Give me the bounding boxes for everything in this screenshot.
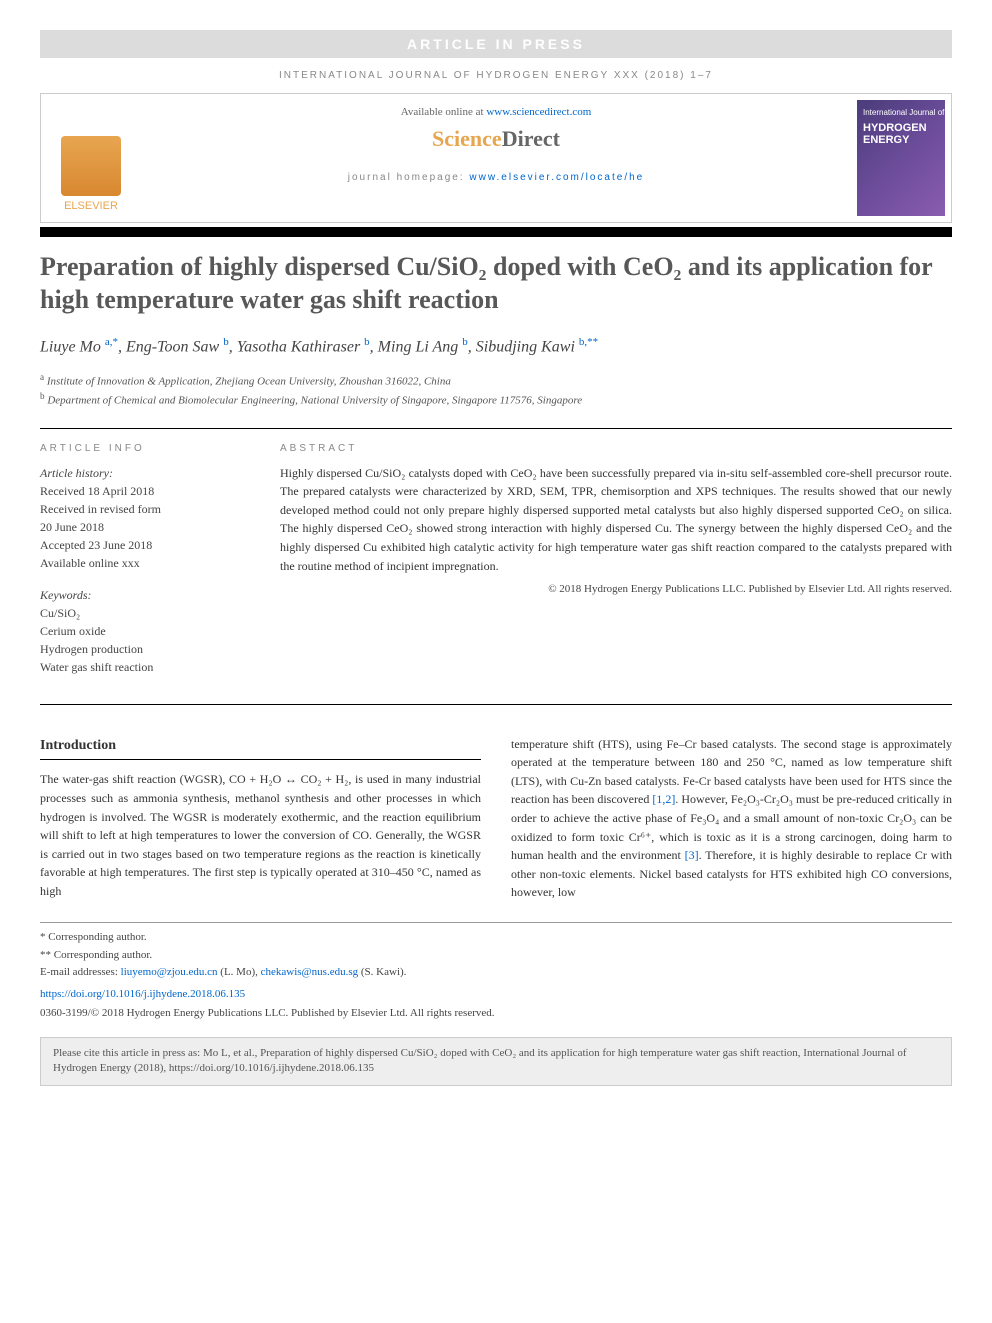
homepage-line: journal homepage: www.elsevier.com/locat…: [153, 172, 839, 183]
intro-paragraph-2: temperature shift (HTS), using Fe–Cr bas…: [511, 735, 952, 902]
black-divider: [40, 227, 952, 237]
available-text: Available online at: [401, 106, 487, 118]
body-columns: Introduction The water-gas shift reactio…: [40, 735, 952, 902]
journal-cover-image: International Journal of HYDROGEN ENERGY: [857, 100, 945, 216]
email-line: E-mail addresses: liuyemo@zjou.edu.cn (L…: [40, 964, 952, 982]
press-banner: ARTICLE IN PRESS: [40, 30, 952, 58]
ref-link[interactable]: [3]: [685, 848, 699, 862]
affiliation-b: Department of Chemical and Biomolecular …: [47, 395, 582, 407]
history-line: 20 June 2018: [40, 518, 240, 536]
intro-paragraph-1: The water-gas shift reaction (WGSR), CO …: [40, 770, 481, 900]
header-center: Available online at www.sciencedirect.co…: [141, 94, 851, 222]
abstract-column: ABSTRACT Highly dispersed Cu/SiO₂ cataly…: [280, 443, 952, 690]
keyword: Water gas shift reaction: [40, 658, 240, 676]
abstract-text: Highly dispersed Cu/SiO₂ catalysts doped…: [280, 464, 952, 576]
keyword: Cerium oxide: [40, 622, 240, 640]
history-label: Article history:: [40, 464, 240, 482]
abstract-heading: ABSTRACT: [280, 443, 952, 454]
info-abstract-row: ARTICLE INFO Article history: Received 1…: [40, 428, 952, 705]
journal-reference: INTERNATIONAL JOURNAL OF HYDROGEN ENERGY…: [40, 70, 952, 81]
keywords-label: Keywords:: [40, 586, 240, 604]
keyword: Cu/SiO₂: [40, 604, 240, 622]
authors-list: Liuye Mo a,*, Eng-Toon Saw b, Yasotha Ka…: [40, 334, 952, 359]
header-box: ELSEVIER Available online at www.science…: [40, 93, 952, 223]
sciencedirect-url[interactable]: www.sciencedirect.com: [486, 106, 591, 118]
email-2[interactable]: chekawis@nus.edu.sg: [261, 966, 359, 978]
body-right-column: temperature shift (HTS), using Fe–Cr bas…: [511, 735, 952, 902]
corresponding-2: ** Corresponding author.: [40, 947, 952, 965]
journal-cover-cell: International Journal of HYDROGEN ENERGY: [851, 94, 951, 222]
elsevier-logo-cell: ELSEVIER: [41, 94, 141, 222]
history-line: Received 18 April 2018: [40, 482, 240, 500]
history-line: Available online xxx: [40, 554, 240, 572]
article-info-column: ARTICLE INFO Article history: Received 1…: [40, 443, 240, 690]
email-1[interactable]: liuyemo@zjou.edu.cn: [121, 966, 218, 978]
doi-link[interactable]: https://doi.org/10.1016/j.ijhydene.2018.…: [40, 988, 245, 1000]
abstract-copyright: © 2018 Hydrogen Energy Publications LLC.…: [280, 583, 952, 595]
available-online: Available online at www.sciencedirect.co…: [153, 106, 839, 118]
article-title: Preparation of highly dispersed Cu/SiO₂ …: [40, 251, 952, 316]
homepage-label: journal homepage:: [348, 172, 470, 183]
cover-small-title: International Journal of: [863, 108, 944, 117]
history-line: Accepted 23 June 2018: [40, 536, 240, 554]
ref-link[interactable]: [1,2]: [652, 792, 675, 806]
elsevier-tree-icon: [61, 136, 121, 196]
citation-box: Please cite this article in press as: Mo…: [40, 1037, 952, 1086]
email-label: E-mail addresses:: [40, 966, 121, 978]
email-2-name: (S. Kawi).: [358, 966, 406, 978]
corresponding-1: * Corresponding author.: [40, 929, 952, 947]
email-1-name: (L. Mo),: [218, 966, 261, 978]
keyword: Hydrogen production: [40, 640, 240, 658]
article-history-block: Article history: Received 18 April 2018 …: [40, 464, 240, 572]
elsevier-label: ELSEVIER: [64, 200, 118, 212]
doi-line: https://doi.org/10.1016/j.ijhydene.2018.…: [40, 986, 952, 1004]
history-line: Received in revised form: [40, 500, 240, 518]
body-left-column: Introduction The water-gas shift reactio…: [40, 735, 481, 902]
introduction-heading: Introduction: [40, 735, 481, 761]
issn-line: 0360-3199/© 2018 Hydrogen Energy Publica…: [40, 1005, 952, 1023]
footnotes: * Corresponding author. ** Corresponding…: [40, 922, 952, 1023]
keywords-block: Keywords: Cu/SiO₂ Cerium oxide Hydrogen …: [40, 586, 240, 676]
sciencedirect-logo: ScienceDirect: [153, 126, 839, 152]
affiliation-a: Institute of Innovation & Application, Z…: [47, 376, 451, 388]
homepage-link[interactable]: www.elsevier.com/locate/he: [469, 172, 644, 183]
affiliations: a Institute of Innovation & Application,…: [40, 371, 952, 409]
cover-main-title: HYDROGEN ENERGY: [863, 122, 945, 146]
article-info-heading: ARTICLE INFO: [40, 443, 240, 454]
